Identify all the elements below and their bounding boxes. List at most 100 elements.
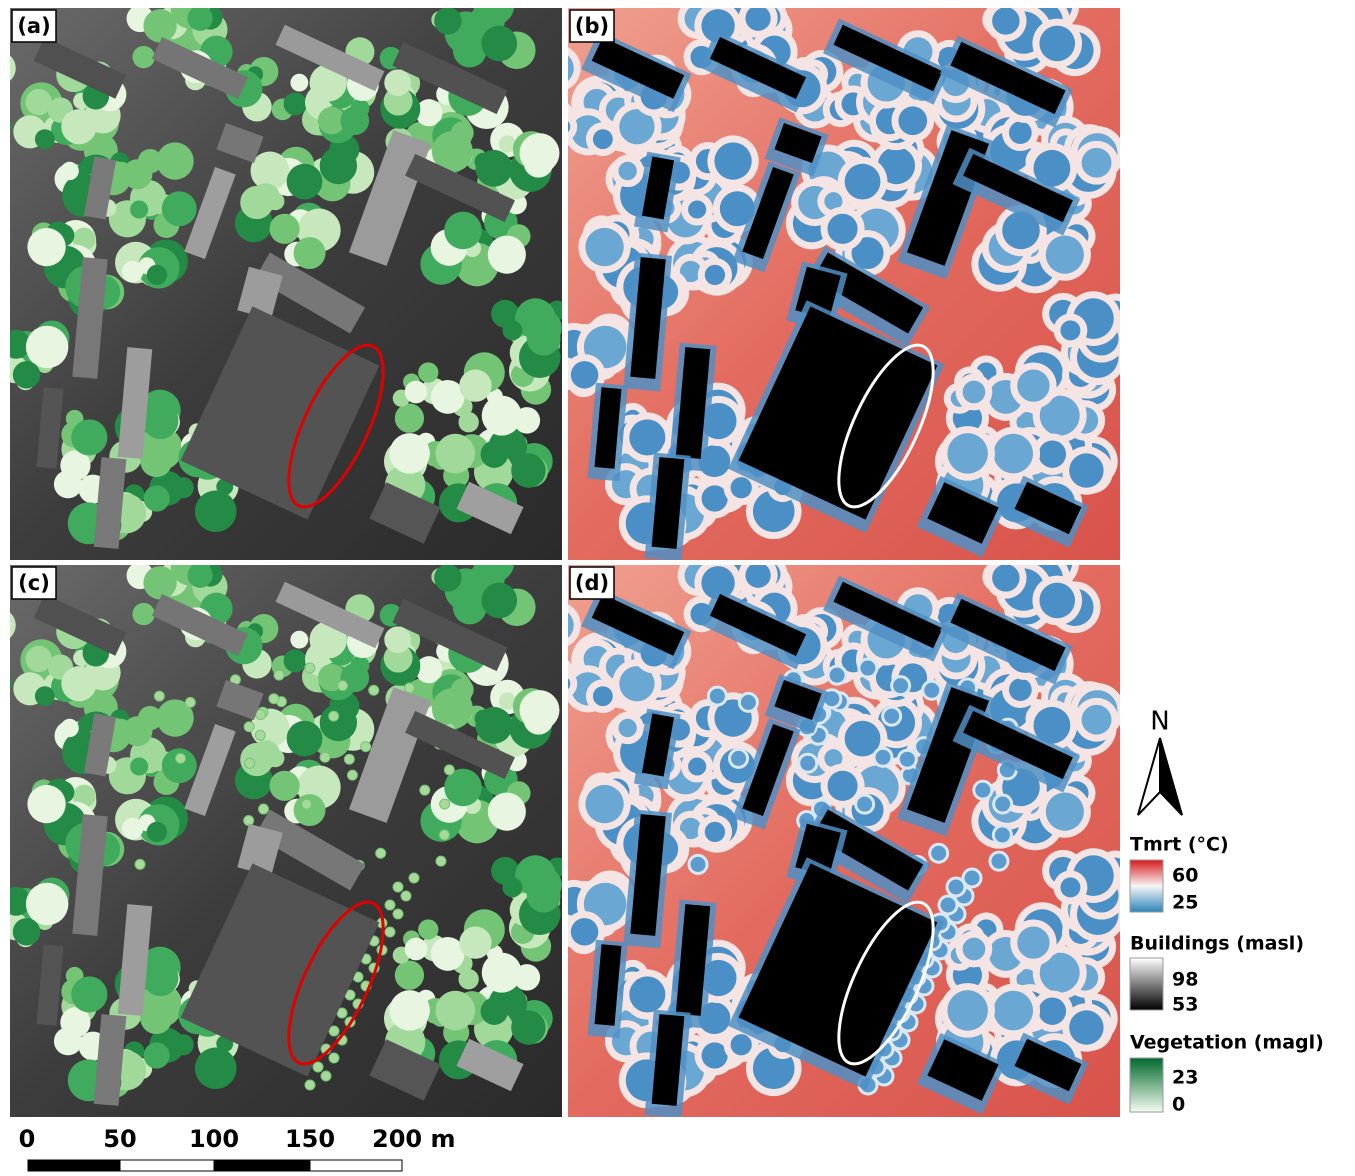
shade-area xyxy=(1039,997,1067,1025)
vegetation xyxy=(132,603,154,625)
shade-area xyxy=(1046,793,1084,831)
planted-tree xyxy=(302,799,312,809)
vegetation xyxy=(270,214,300,244)
vegetation xyxy=(0,723,2,747)
shade-halo xyxy=(993,0,1046,8)
panel-label: (c) xyxy=(18,571,50,595)
shade-area xyxy=(571,361,598,388)
shade-area xyxy=(1082,148,1112,178)
shade-area xyxy=(1060,320,1080,340)
shade-area xyxy=(963,869,981,887)
vegetation xyxy=(35,129,55,149)
shade-area xyxy=(1082,705,1112,735)
scale-segment xyxy=(120,1160,214,1171)
shade-area xyxy=(963,938,986,961)
map-content xyxy=(0,519,567,1117)
planted-tree xyxy=(135,859,145,869)
shade-area xyxy=(705,265,725,285)
planted-tree xyxy=(329,711,339,721)
vegetation xyxy=(122,261,143,282)
vegetation xyxy=(266,749,284,767)
map-content xyxy=(529,512,1132,1119)
legend-min: 53 xyxy=(1172,994,1198,1016)
vegetation xyxy=(436,991,476,1031)
vegetation xyxy=(0,664,9,684)
shade-area xyxy=(990,852,1008,870)
shade-area xyxy=(898,106,927,135)
vegetation xyxy=(384,69,411,96)
vegetation xyxy=(389,433,429,473)
scale-label: 50 xyxy=(103,1125,136,1153)
planted-tree xyxy=(244,722,254,732)
shade-area xyxy=(1017,926,1049,958)
shade-area xyxy=(994,795,1012,813)
map-panel: (c) xyxy=(0,519,567,1117)
shade-area xyxy=(992,7,1019,34)
vegetation xyxy=(459,926,491,958)
planted-tree xyxy=(385,927,395,937)
shade-area xyxy=(571,918,598,945)
vegetation xyxy=(144,485,170,511)
shade-area xyxy=(593,686,613,706)
north-arrow: N xyxy=(1138,707,1182,816)
vegetation xyxy=(54,470,82,498)
legend-max: 23 xyxy=(1172,1067,1198,1089)
shade-area xyxy=(629,976,665,1012)
vegetation xyxy=(476,150,513,187)
shade-area xyxy=(963,381,986,404)
scale-bar: 0 50 100 150 200 m xyxy=(19,1125,456,1171)
shade-area xyxy=(828,771,858,801)
planted-tree xyxy=(436,856,446,866)
vegetation xyxy=(71,419,107,455)
planted-tree xyxy=(305,1080,315,1090)
vegetation xyxy=(195,490,237,532)
shade-area xyxy=(1017,369,1049,401)
vegetation xyxy=(71,976,107,1012)
shade-area xyxy=(705,822,725,842)
planted-tree xyxy=(401,891,411,901)
planted-tree xyxy=(329,1053,339,1063)
vegetation xyxy=(459,369,491,401)
scale-label: 200 m xyxy=(372,1125,455,1153)
vegetation xyxy=(143,9,176,42)
planted-tree xyxy=(313,1062,323,1072)
map-panel: (b) xyxy=(529,0,1132,561)
shade-area xyxy=(1069,1010,1103,1044)
map-content xyxy=(0,0,567,560)
shade-area xyxy=(828,666,846,684)
vegetation xyxy=(488,793,526,831)
shade-area xyxy=(745,6,770,31)
planted-tree xyxy=(154,691,164,701)
shade-area xyxy=(688,200,706,218)
shade-area xyxy=(739,693,757,711)
vegetation xyxy=(511,1010,545,1044)
vegetation xyxy=(187,6,212,31)
shade-area xyxy=(585,228,623,266)
legend-ramp xyxy=(1130,958,1163,1010)
vegetation xyxy=(395,961,424,990)
shade-area xyxy=(799,754,817,772)
scale-segment xyxy=(214,1160,310,1171)
shade-area xyxy=(1046,236,1084,274)
vegetation xyxy=(384,626,411,653)
shade-area xyxy=(994,434,1034,474)
panel-label: (d) xyxy=(575,571,609,595)
vegetation xyxy=(61,109,96,144)
planted-tree xyxy=(305,663,315,673)
map-panels: (a)(b)(c)(d) xyxy=(0,0,1132,1118)
vegetation xyxy=(26,883,69,926)
legend-title: Tmrt (°C) xyxy=(1130,834,1229,856)
shade-area xyxy=(593,129,613,149)
planted-tree xyxy=(393,909,403,919)
planted-tree xyxy=(274,670,284,680)
shade-area xyxy=(730,749,748,767)
shade-area xyxy=(1009,121,1032,144)
planted-tree xyxy=(338,681,348,691)
planted-tree xyxy=(409,873,419,883)
vegetation xyxy=(458,412,478,432)
vegetation xyxy=(389,990,429,1030)
scale-label: 0 xyxy=(19,1125,36,1153)
vegetation xyxy=(142,403,178,439)
shade-area xyxy=(618,719,636,737)
shade-area xyxy=(1069,453,1103,487)
